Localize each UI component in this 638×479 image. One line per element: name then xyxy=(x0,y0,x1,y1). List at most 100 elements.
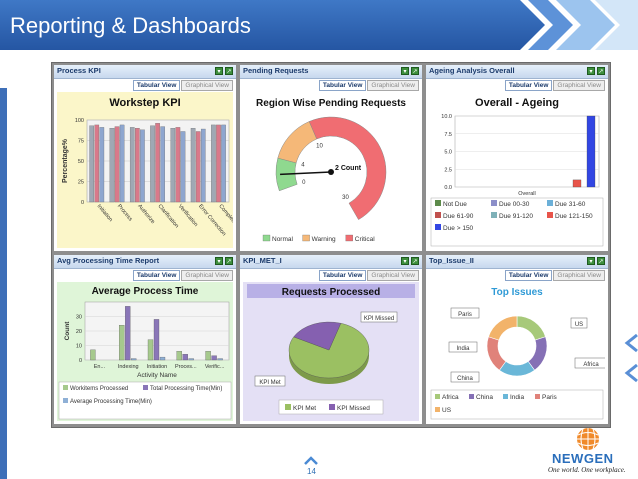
slice-label: Africa xyxy=(583,362,599,368)
chart-title: Requests Processed xyxy=(282,287,380,298)
legend-label: KPI Missed xyxy=(337,405,370,412)
slice-label: China xyxy=(457,376,473,382)
legend-swatch xyxy=(491,212,497,218)
bar xyxy=(572,179,582,188)
tab-graphical-view[interactable]: Graphical View xyxy=(367,270,419,281)
panel-title: Avg Processing Time Report xyxy=(57,256,160,265)
tab-tabular-view[interactable]: Tabular View xyxy=(318,270,367,281)
tab-tabular-view[interactable]: Tabular View xyxy=(132,270,181,281)
legend-swatch xyxy=(143,385,148,390)
tab-tabular-view[interactable]: Tabular View xyxy=(504,80,553,91)
bar xyxy=(180,131,186,203)
gauge-needle xyxy=(280,171,332,176)
bar xyxy=(89,125,94,203)
y-tick-label: 20 xyxy=(76,329,82,335)
legend-swatch xyxy=(262,234,271,242)
legend-label: Not Due xyxy=(443,201,467,208)
x-tick-label: Verific... xyxy=(205,364,225,370)
bar xyxy=(153,319,160,361)
popout-icon[interactable]: ↗ xyxy=(225,67,233,75)
chart-title: Top Issues xyxy=(491,287,543,298)
title-bar-body xyxy=(0,0,545,50)
legend-swatch xyxy=(63,398,68,403)
gauge-band xyxy=(277,121,318,164)
y-tick-label: 75 xyxy=(78,139,84,145)
title-bar-graphic xyxy=(0,0,638,50)
y-tick-label: 0 xyxy=(79,358,82,364)
y-tick-label: 7.5 xyxy=(444,132,452,138)
bar xyxy=(211,355,217,361)
legend-label: Due 121-150 xyxy=(555,213,593,220)
tab-graphical-view[interactable]: Graphical View xyxy=(553,270,605,281)
y-tick-label: 25 xyxy=(78,180,84,186)
title-chevron-3 xyxy=(595,0,638,50)
donut-slice xyxy=(516,315,546,341)
panel-title: Process KPI xyxy=(57,66,101,75)
y-tick-label: 100 xyxy=(75,118,84,124)
x-tick-label: Process xyxy=(116,203,134,222)
bar xyxy=(190,128,196,203)
tab-tabular-view[interactable]: Tabular View xyxy=(132,80,181,91)
tab-graphical-view[interactable]: Graphical View xyxy=(553,80,605,91)
slice-label: Paris xyxy=(458,312,472,318)
bar xyxy=(90,349,96,361)
x-tick-label: Initiation xyxy=(96,203,114,223)
collapse-icon[interactable]: ▾ xyxy=(587,67,595,75)
tab-graphical-view[interactable]: Graphical View xyxy=(181,270,233,281)
popout-icon[interactable]: ↗ xyxy=(597,67,605,75)
slice-label-box xyxy=(448,341,478,353)
x-tick-label: Initiation xyxy=(147,364,168,370)
y-axis-label: Count xyxy=(64,321,71,341)
tab-tabular-view[interactable]: Tabular View xyxy=(318,80,367,91)
x-tick-label: Complete xyxy=(217,203,233,225)
bar xyxy=(147,339,154,361)
bar xyxy=(125,306,131,361)
left-accent-bar xyxy=(0,88,7,479)
y-tick-label: 50 xyxy=(78,159,84,165)
popout-icon[interactable]: ↗ xyxy=(597,257,605,265)
x-tick-label: Authorize xyxy=(136,203,156,225)
bar xyxy=(140,129,145,203)
legend-label: Due 00-30 xyxy=(499,201,530,208)
chart-title: Workstep KPI xyxy=(109,97,180,109)
popout-icon[interactable]: ↗ xyxy=(225,257,233,265)
tab-graphical-view[interactable]: Graphical View xyxy=(181,80,233,91)
chart-title: Average Process Time xyxy=(92,286,199,297)
gauge-hub xyxy=(328,169,334,175)
tab-tabular-view[interactable]: Tabular View xyxy=(504,270,553,281)
bar xyxy=(176,351,182,361)
top-issues-chart: Top Issues Paris US India Africa China Africa C… xyxy=(430,287,605,420)
panel-header: Process KPI ▾ ↗ xyxy=(54,65,236,79)
x-tick-label: Indexing xyxy=(118,364,139,370)
x-tick-label: Verification xyxy=(177,203,199,227)
popout-icon[interactable]: ↗ xyxy=(411,67,419,75)
popout-icon[interactable]: ↗ xyxy=(411,257,419,265)
tab-graphical-view[interactable]: Graphical View xyxy=(367,80,419,91)
legend-swatch xyxy=(329,404,335,410)
newgen-logo-icon xyxy=(577,428,599,450)
bar xyxy=(195,131,201,203)
bar xyxy=(135,128,140,203)
workstep-kpi-chart: Workstep KPI 0 25 50 75 100 Percentage% Initiat… xyxy=(62,97,233,237)
average-process-time-chart: Average Process Time 0 10 20 30 Count En... Ind… xyxy=(58,286,232,420)
bar xyxy=(188,358,194,361)
bar xyxy=(131,358,137,361)
legend-label: Critical xyxy=(355,236,375,243)
chart-title-band xyxy=(247,284,415,298)
newgen-tagline: One world. One workplace. xyxy=(548,466,626,474)
legend-swatch xyxy=(435,212,441,218)
collapse-icon[interactable]: ▾ xyxy=(401,257,409,265)
legend-swatch xyxy=(435,407,440,412)
ageing-chart: Overall - Ageing 0.0 2.5 5.0 7.5 10.0 Overall N… xyxy=(430,97,604,247)
legend-swatch xyxy=(285,404,291,410)
panel-title: Pending Requests xyxy=(243,66,309,75)
bar xyxy=(170,128,176,203)
collapse-icon[interactable]: ▾ xyxy=(215,67,223,75)
bar xyxy=(159,356,166,361)
collapse-icon[interactable]: ▾ xyxy=(401,67,409,75)
x-tick-label: Proces... xyxy=(175,364,197,370)
collapse-icon[interactable]: ▾ xyxy=(587,257,595,265)
collapse-icon[interactable]: ▾ xyxy=(215,257,223,265)
legend-label: Workitems Processed xyxy=(70,386,128,392)
panel-ageing-analysis: Ageing Analysis Overall ▾ ↗ Tabular View… xyxy=(426,65,608,251)
